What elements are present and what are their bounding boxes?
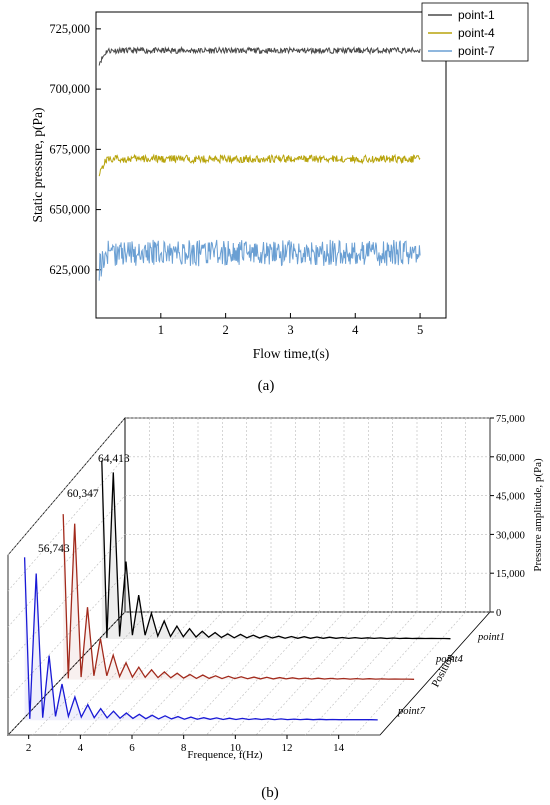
series-line-point-7 bbox=[98, 239, 421, 281]
series-fill-point7 bbox=[24, 557, 378, 721]
z-tick-label: 0 bbox=[496, 608, 501, 619]
x-tick-label: 2 bbox=[26, 742, 32, 754]
x-tick-label: 4 bbox=[352, 323, 359, 337]
legend-label: point-7 bbox=[458, 44, 495, 58]
series-label: point7 bbox=[397, 706, 426, 717]
x-tick-label: 1 bbox=[158, 323, 164, 337]
peak-annotation: 64,413 bbox=[98, 453, 130, 465]
x-tick-label: 3 bbox=[287, 323, 293, 337]
z-tick-label: 60,000 bbox=[496, 453, 525, 464]
grid-line bbox=[7, 611, 126, 736]
series-line-point-4 bbox=[98, 153, 421, 177]
plot-frame bbox=[95, 11, 447, 319]
x-tick-label: 6 bbox=[129, 742, 135, 754]
x-tick-label: 4 bbox=[78, 742, 84, 754]
x-tick-label: 14 bbox=[333, 742, 345, 754]
y-tick-label: 725,000 bbox=[49, 22, 90, 36]
y-axis-label: Static pressure, p(Pa) bbox=[30, 107, 45, 222]
grid-line bbox=[82, 611, 199, 736]
panel-a-label: (a) bbox=[258, 378, 275, 394]
series-line-point4 bbox=[62, 514, 415, 680]
legend-label: point-4 bbox=[458, 26, 495, 40]
grid-line bbox=[230, 611, 345, 736]
grid-line bbox=[32, 611, 150, 736]
grid-line bbox=[255, 611, 369, 736]
z-tick-label: 45,000 bbox=[496, 492, 525, 503]
x-tick-label: 10 bbox=[230, 742, 242, 754]
series-line-point1 bbox=[101, 460, 451, 640]
z-tick-label: 75,000 bbox=[496, 414, 525, 425]
x-axis-label: Frequence, f(Hz) bbox=[187, 749, 262, 761]
grid-line bbox=[206, 611, 320, 736]
panel-b: 0 15,000 30,000 45,000 60,000 75,000 Pressure … bbox=[7, 414, 544, 801]
series-line-point7 bbox=[23, 557, 378, 721]
grid-line bbox=[7, 495, 126, 628]
y-tick-label: 700,000 bbox=[49, 82, 90, 96]
x-axis-label: Flow time,t(s) bbox=[253, 346, 330, 361]
series-fill-point1 bbox=[101, 460, 451, 640]
z-tick-label: 30,000 bbox=[496, 530, 525, 541]
x-tick-label: 12 bbox=[282, 742, 293, 754]
back-plane bbox=[124, 417, 491, 613]
x-tick-label: 5 bbox=[417, 323, 423, 337]
grid-line bbox=[181, 611, 296, 736]
x-tick-label: 2 bbox=[223, 323, 229, 337]
series-label: point4 bbox=[435, 654, 464, 665]
grid-line bbox=[7, 456, 126, 592]
peak-annotation: 56,743 bbox=[38, 543, 70, 555]
z-axis-label: Pressure amplitude, p(Pa) bbox=[532, 458, 544, 572]
legend-label: point-1 bbox=[458, 8, 495, 22]
grid-line bbox=[131, 611, 247, 736]
y-tick-label: 650,000 bbox=[49, 203, 90, 217]
series-line-point-1 bbox=[98, 45, 421, 66]
grid-line bbox=[280, 611, 393, 736]
series-fill-point4 bbox=[63, 514, 415, 680]
peak-annotation: 60,347 bbox=[67, 488, 99, 500]
grid-line bbox=[57, 611, 174, 736]
x-tick-label: 8 bbox=[181, 742, 187, 754]
panel-b-label: (b) bbox=[261, 785, 279, 801]
panel-a: 625,000 650,000 675,000 700,000 725,000 1 2 3 4 5… bbox=[30, 2, 529, 394]
z-tick-label: 15,000 bbox=[496, 569, 525, 580]
grid-line bbox=[354, 611, 466, 736]
series-label: point1 bbox=[477, 632, 505, 643]
y-tick-label: 675,000 bbox=[49, 142, 90, 156]
y-tick-label: 625,000 bbox=[49, 263, 90, 277]
legend-box bbox=[421, 2, 529, 62]
